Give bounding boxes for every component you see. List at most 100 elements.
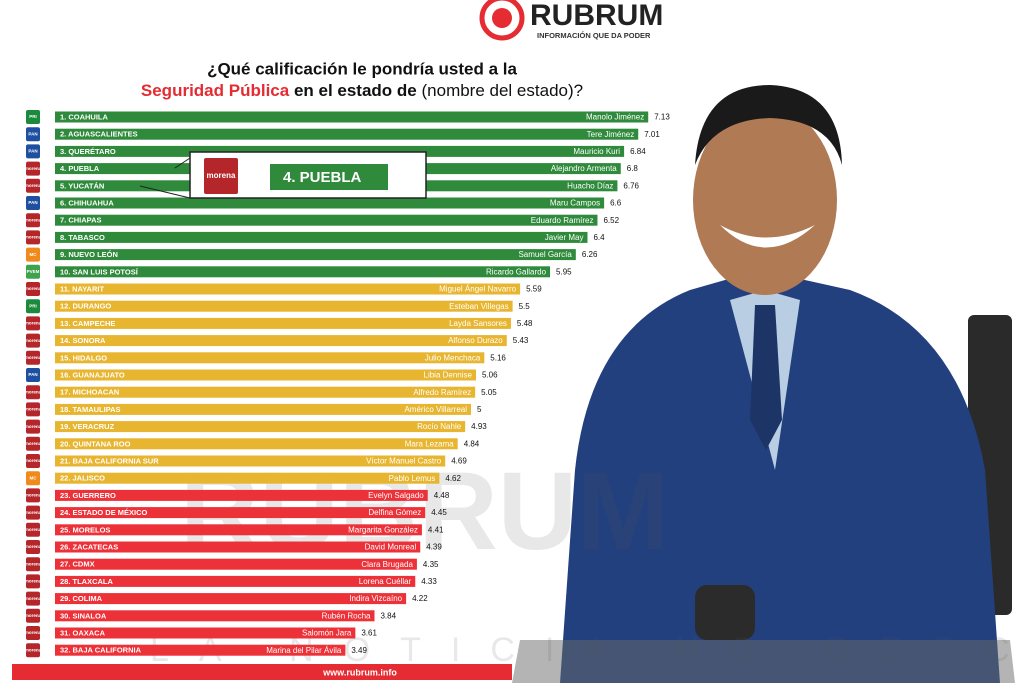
governor-label: Alfonso Durazo [448, 336, 503, 345]
party-label: morena [25, 458, 42, 463]
state-label: 14. SONORA [60, 336, 106, 345]
brand-logo: RUBRUM INFORMACIÓN QUE DA PODER [479, 0, 663, 41]
bar [55, 403, 471, 415]
party-icon [26, 574, 40, 589]
value-label: 4.48 [434, 491, 450, 500]
bar [55, 300, 513, 312]
party-label: morena [25, 338, 42, 343]
party-label: PVEM [27, 269, 40, 274]
governor-label: Margarita González [348, 525, 418, 534]
title-end: (nombre del estado)? [422, 81, 584, 100]
value-label: 5.5 [519, 302, 531, 311]
callout-logo-text: morena [207, 171, 236, 180]
hair [695, 85, 842, 165]
party-label: morena [25, 321, 42, 326]
tagline: INFORMACIÓN QUE DA PODER [537, 31, 651, 40]
value-label: 7.13 [654, 113, 670, 122]
bar [55, 111, 649, 123]
value-label: 5.95 [556, 267, 572, 276]
face [693, 105, 837, 295]
value-label: 5.16 [490, 353, 506, 362]
state-label: 20. QUINTANA ROO [60, 439, 131, 448]
governor-label: Indira Vizcaíno [349, 594, 402, 603]
title-highlight: Seguridad Pública [141, 81, 290, 100]
value-label: 5.05 [481, 388, 497, 397]
party-label: PAN [28, 372, 37, 377]
governor-label: Julio Menchaca [425, 353, 481, 362]
party-icon [26, 350, 40, 365]
party-icon [26, 282, 40, 296]
state-label: 16. GUANAJUATO [60, 370, 125, 379]
bar [55, 438, 458, 450]
state-label: 3. QUERÉTARO [60, 147, 116, 156]
party-label: morena [25, 579, 42, 584]
governor-label: David Monreal [365, 543, 417, 552]
governor-label: Layda Sansores [449, 319, 507, 328]
bar [55, 472, 440, 484]
callout-line [139, 185, 191, 199]
party-label: morena [25, 630, 42, 635]
value-label: 3.84 [380, 611, 396, 620]
bar [55, 593, 407, 605]
value-label: 6.8 [627, 164, 639, 173]
state-label: 7. CHIAPAS [60, 216, 102, 225]
state-label: 30. SINALOA [60, 611, 107, 620]
brand: RUBRUM [530, 0, 663, 32]
state-label: 24. ESTADO DE MÉXICO [60, 508, 148, 517]
party-label: morena [25, 389, 42, 394]
suit [560, 270, 1000, 683]
state-label: 25. MORELOS [60, 525, 110, 534]
bar [55, 249, 576, 261]
state-label: 23. GUERRERO [60, 491, 116, 500]
bar [55, 507, 426, 519]
party-icon [26, 505, 40, 520]
bar [55, 214, 598, 226]
callout: morena 4. PUEBLA [139, 151, 427, 199]
bar [55, 317, 511, 329]
party-label: morena [25, 166, 42, 171]
bars: PRI 1. COAHUILA Manolo Jiménez 7.13 PAN 2. AG… [25, 110, 670, 658]
bar [55, 489, 428, 501]
state-label: 18. TAMAULIPAS [60, 405, 121, 414]
party-icon [26, 127, 40, 142]
party-label: MC [30, 475, 38, 480]
callout-label: 4. PUEBLA [283, 169, 362, 186]
value-label: 4.39 [426, 543, 442, 552]
governor-label: Evelyn Salgado [368, 491, 424, 500]
state-label: 28. TLAXCALA [60, 577, 114, 586]
party-label: morena [25, 355, 42, 360]
value-label: 4.33 [421, 577, 437, 586]
party-icon [26, 402, 40, 417]
party-icon [26, 161, 40, 176]
state-label: 4. PUEBLA [60, 164, 100, 173]
governor-label: Libia Dennise [424, 371, 473, 380]
party-label: PAN [28, 200, 37, 205]
value-label: 6.26 [582, 250, 598, 259]
party-icon [26, 643, 40, 658]
tie [750, 305, 782, 450]
bar [55, 644, 346, 656]
party-label: morena [25, 286, 42, 291]
state-label: 19. VERACRUZ [60, 422, 115, 431]
value-label: 5.43 [513, 336, 529, 345]
bar [55, 386, 476, 398]
state-label: 2. AGUASCALIENTES [60, 130, 138, 139]
desk [512, 640, 1015, 683]
party-label: PRI [29, 114, 37, 119]
state-label: 17. MICHOACAN [60, 388, 119, 397]
governor-label: Rubén Rocha [322, 611, 371, 620]
watch [695, 585, 755, 640]
value-label: 5.06 [482, 371, 498, 380]
smile [720, 225, 815, 248]
value-label: 6.84 [630, 147, 646, 156]
governor-label: Samuel García [518, 250, 572, 259]
governor-label: Víctor Manuel Castro [366, 457, 442, 466]
callout-label-bg [270, 164, 388, 190]
value-label: 3.61 [361, 629, 377, 638]
bar [55, 558, 417, 570]
party-icon [26, 333, 40, 348]
party-icon [26, 316, 40, 331]
value-label: 7.01 [644, 130, 660, 139]
party-label: morena [25, 424, 42, 429]
